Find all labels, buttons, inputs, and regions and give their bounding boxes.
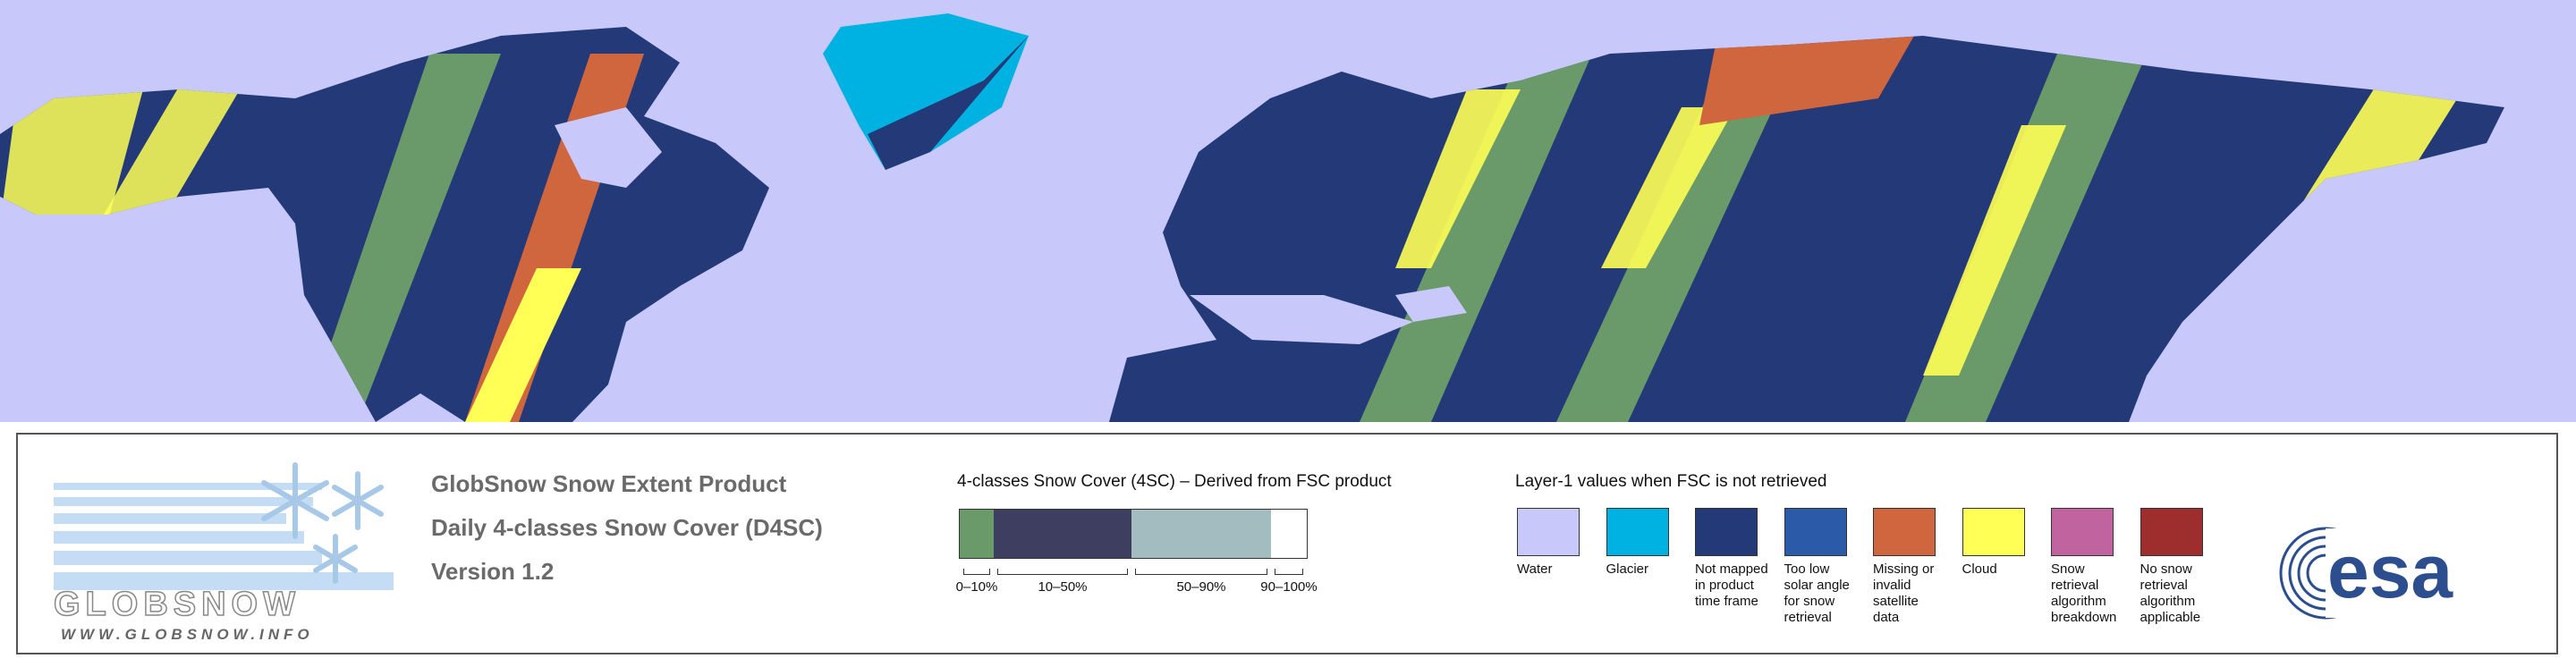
layer1-label: Cloud [1962, 561, 1997, 577]
globsnow-logo: GLOBSNOW WWW.GLOBSNOW.INFO [53, 462, 394, 643]
esa-wordmark: esa [2327, 529, 2453, 613]
fsc-class-swatch [994, 510, 1131, 558]
product-line: Version 1.2 [431, 558, 555, 585]
layer1-swatch [1873, 508, 1936, 556]
fsc-class-swatch [1271, 510, 1307, 558]
bracket [1135, 569, 1267, 575]
fsc-class-label: 0–10% [955, 579, 998, 595]
layer1-label: Water [1517, 561, 1553, 577]
legend: GLOBSNOW WWW.GLOBSNOW.INFO GlobSnow Snow… [16, 433, 2558, 654]
layer1-swatch [1695, 508, 1758, 556]
product-line: GlobSnow Snow Extent Product [431, 470, 787, 497]
bracket [997, 569, 1128, 575]
layer1-label: Missing or invalid satellite data [1873, 561, 1935, 625]
bracket [963, 569, 990, 575]
fsc-class-label: 90–100% [1260, 579, 1318, 595]
layer1-swatch [1517, 508, 1580, 556]
layer1-title: Layer-1 values when FSC is not retrieved [1515, 472, 1827, 491]
snow-map [0, 0, 2576, 422]
greenland [823, 13, 1029, 170]
fsc-bar [959, 509, 1308, 559]
layer1-swatch [1784, 508, 1847, 556]
bracket [1275, 569, 1303, 575]
fsc-class-label: 10–50% [1038, 579, 1088, 595]
layer1-swatch [1962, 508, 2025, 556]
layer1-swatch [2140, 508, 2203, 556]
fsc-class-label: 50–90% [1176, 579, 1226, 595]
logo-url: WWW.GLOBSNOW.INFO [61, 626, 314, 643]
wordmark: GLOBSNOW [54, 586, 301, 623]
fsc-class-swatch [1131, 510, 1271, 558]
layer1-swatch [2051, 508, 2114, 556]
layer1-label: Too low solar angle for snow retrieval [1784, 561, 1850, 625]
fsc-class-swatch [960, 510, 994, 558]
fsc-title: 4-classes Snow Cover (4SC) – Derived fro… [957, 472, 1392, 491]
esa-logo: esa [2279, 527, 2453, 620]
product-line: Daily 4-classes Snow Cover (D4SC) [431, 514, 823, 541]
layer1-label: Snow retrieval algorithm breakdown [2051, 561, 2117, 625]
layer1-swatch [1606, 508, 1669, 556]
layer1-label: No snow retrieval algorithm applicable [2140, 561, 2201, 625]
layer1-label: Glacier [1606, 561, 1649, 577]
layer1-label: Not mapped in product time frame [1695, 561, 1768, 609]
